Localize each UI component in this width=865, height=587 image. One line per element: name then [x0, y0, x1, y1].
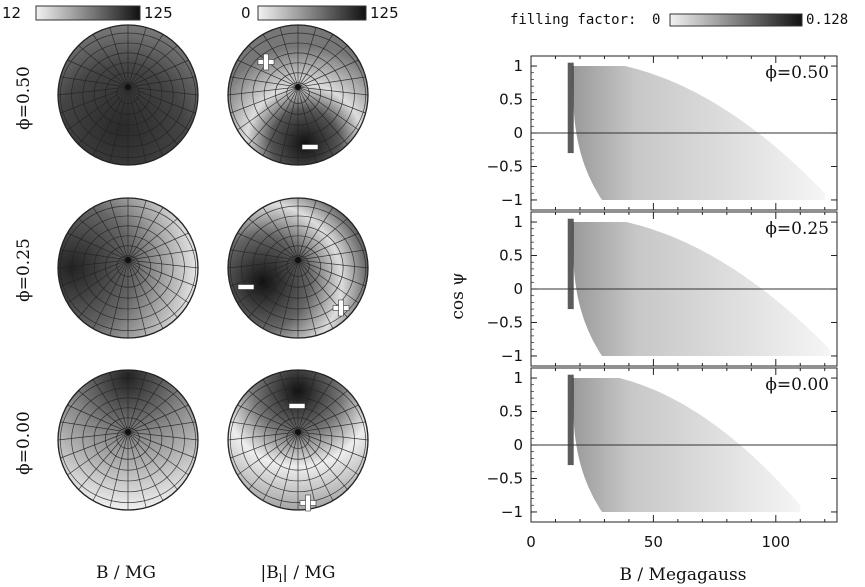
histogram-panels: 10.50−0.5−1ϕ=0.5010.50−0.5−1ϕ=0.2510.50−… [487, 55, 838, 551]
y-tick-label: 1 [513, 57, 523, 75]
colorbar-b: 12 125 [2, 4, 173, 22]
sphere-col-title-bl: |Bl| / MG [260, 563, 335, 585]
colorbar-ff-max-label: 0.128 [806, 12, 848, 28]
y-tick-label: −1 [501, 191, 523, 209]
plus-sign-marker [257, 53, 275, 71]
colorbar-ff-min-label: 0 [652, 12, 660, 28]
colorbar-bl: 0 125 [241, 4, 399, 22]
histogram-panel-2: 1 0.5 0 −0.5 −1 ϕ=0.00 [487, 367, 838, 523]
sphere-col-title-bl-suffix: | / MG [282, 563, 335, 583]
panel-phase-label: ϕ=0.25 [765, 219, 829, 239]
sphere-map-row2-col1 [227, 369, 369, 511]
y-tick-label: −1 [501, 503, 523, 521]
sphere-maps [57, 24, 369, 511]
panel-phase-label: ϕ=0.50 [765, 63, 829, 83]
sphere-map-row2-col0 [57, 369, 199, 511]
y-tick-label: 0 [513, 436, 523, 454]
y-tick-label: 0.5 [499, 247, 523, 265]
phase-label-050: ϕ=0.50 [14, 66, 34, 130]
colorbar-bl-max-label: 125 [370, 4, 399, 22]
histogram-panel-1: 1 0.5 0 −0.5 −1 ϕ=0.25 [487, 211, 838, 367]
colorbar-ff-label: filling factor: [510, 12, 636, 28]
y-tick-label: 0 [513, 124, 523, 142]
y-tick-label: 0.5 [499, 403, 523, 421]
minus-sign-marker [288, 403, 306, 409]
plus-sign-marker [332, 299, 350, 317]
x-tick-label: 100 [761, 533, 790, 551]
sphere-col-title-bl-sub: l [279, 572, 283, 585]
phase-label-000: ϕ=0.00 [14, 411, 34, 475]
svg-text:|Bl| / MG: |Bl| / MG [260, 563, 335, 585]
y-tick-label: −0.5 [487, 469, 523, 487]
colorbar-b-min-label: 12 [2, 4, 21, 22]
x-tick-label: 50 [644, 533, 663, 551]
y-tick-label: 0.5 [499, 91, 523, 109]
plus-sign-marker [299, 494, 317, 512]
phase-labels: ϕ=0.50 ϕ=0.25 ϕ=0.00 [14, 66, 34, 475]
y-tick-label: −1 [501, 347, 523, 365]
sphere-col-title-bl-main: |B [260, 563, 278, 583]
sphere-map-row0-col0 [57, 24, 199, 166]
minus-sign-marker [237, 284, 255, 290]
y-tick-label: 1 [513, 213, 523, 231]
y-tick-label: −0.5 [487, 313, 523, 331]
density-ridge [567, 374, 574, 466]
density-ridge [567, 218, 574, 310]
sphere-col-title-b: B / MG [96, 563, 156, 583]
panel-phase-label: ϕ=0.00 [765, 375, 829, 395]
y-axis-label: cos ψ [448, 272, 468, 319]
x-tick-label: 0 [526, 533, 536, 551]
sphere-map-row1-col1 [227, 197, 369, 339]
y-tick-label: 1 [513, 369, 523, 387]
colorbar-filling-factor: filling factor: 0 0.128 [510, 12, 848, 28]
sphere-map-row1-col0 [57, 197, 199, 339]
y-tick-label: 0 [513, 280, 523, 298]
histogram-panel-0: 1 0.5 0 −0.5 −1 ϕ=0.50 [487, 55, 838, 211]
phase-label-025: ϕ=0.25 [14, 238, 34, 302]
y-tick-label: −0.5 [487, 157, 523, 175]
colorbar-bl-min-label: 0 [241, 4, 251, 22]
x-axis-label: B / Megagauss [620, 565, 747, 585]
colorbar-b-max-label: 125 [144, 4, 173, 22]
sign-markers [237, 53, 350, 512]
density-ridge [567, 62, 574, 154]
sphere-map-row0-col1 [227, 24, 369, 166]
minus-sign-marker [301, 144, 319, 150]
